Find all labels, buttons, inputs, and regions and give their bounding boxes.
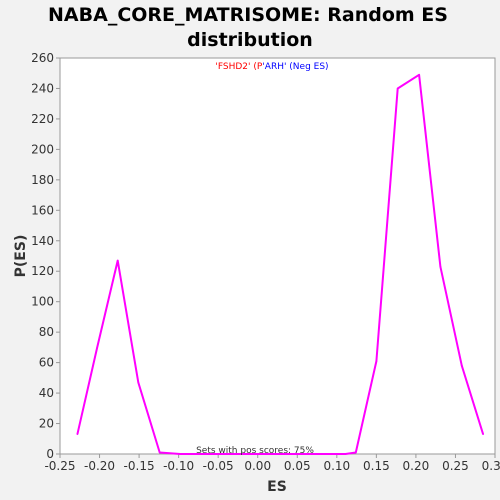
pos-scores-annotation: Sets with pos scores: 75%	[196, 446, 314, 456]
y-tick-label: 260	[31, 51, 54, 65]
data-point	[262, 453, 265, 455]
data-point	[221, 453, 223, 455]
data-point	[241, 453, 244, 455]
x-tick-label: -0.20	[84, 459, 115, 473]
data-point	[179, 453, 182, 455]
legend: 'FSHD2' (P'ARH' (Neg ES)	[215, 62, 328, 72]
data-point	[460, 364, 463, 367]
x-tick-label: -0.25	[44, 459, 75, 473]
y-tick-label: 60	[39, 356, 54, 370]
y-tick-label: 120	[31, 264, 54, 278]
data-point	[418, 73, 420, 76]
data-point	[324, 453, 326, 455]
data-point	[355, 451, 357, 454]
x-tick-label: -0.05	[203, 459, 234, 473]
y-axis-label: P(ES)	[13, 235, 29, 278]
x-tick-label: 0.10	[323, 459, 350, 473]
data-point	[344, 453, 347, 455]
series-layer	[76, 73, 485, 455]
y-tick-label: 140	[31, 234, 54, 248]
data-point	[303, 453, 306, 455]
data-point	[116, 259, 119, 262]
x-tick-label: 0.25	[442, 459, 469, 473]
data-point	[482, 433, 484, 436]
chart-title-line-1: NABA_CORE_MATRISOME: Random ES	[48, 4, 448, 26]
data-point	[137, 381, 140, 384]
x-tick-label: 0.30	[482, 459, 500, 473]
y-tick-label: 220	[31, 112, 54, 126]
data-point	[158, 451, 161, 454]
y-tick-label: 200	[31, 142, 54, 156]
x-axis: -0.25 -0.20 -0.15 -0.10 -0.05 0.00 0.05 0.10 0.1…	[44, 454, 500, 473]
data-point	[96, 346, 98, 349]
data-point	[375, 360, 378, 362]
x-tick-label: 0.20	[403, 459, 430, 473]
y-tick-label: 20	[39, 417, 54, 431]
legend-label-arh: 'ARH' (Neg ES)	[262, 62, 328, 72]
y-tick-label: 0	[46, 447, 54, 461]
x-tick-label: -0.15	[124, 459, 155, 473]
data-point	[439, 265, 442, 268]
y-tick-label: 100	[31, 295, 54, 309]
y-tick-label: 80	[39, 325, 54, 339]
chart-title-line-2: distribution	[187, 29, 313, 51]
data-point	[283, 453, 285, 455]
y-tick-label: 240	[31, 81, 54, 95]
plot-area	[59, 57, 496, 455]
x-tick-label: -0.10	[163, 459, 194, 473]
x-tick-label: 0.05	[284, 459, 311, 473]
data-point	[76, 433, 79, 436]
y-tick-label: 160	[31, 203, 54, 217]
x-tick-label: 0.15	[363, 459, 390, 473]
y-tick-label: 40	[39, 386, 54, 400]
x-axis-label: ES	[267, 479, 287, 495]
y-tick-label: 180	[31, 173, 54, 187]
y-axis: 0 20 40 60 80 100 120 140 160 180 200 220 240 260	[31, 51, 60, 461]
data-point	[396, 87, 399, 90]
legend-label-fshd2: 'FSHD2' (P	[215, 62, 262, 72]
x-tick-label: 0.00	[244, 459, 271, 473]
data-point	[200, 453, 203, 455]
